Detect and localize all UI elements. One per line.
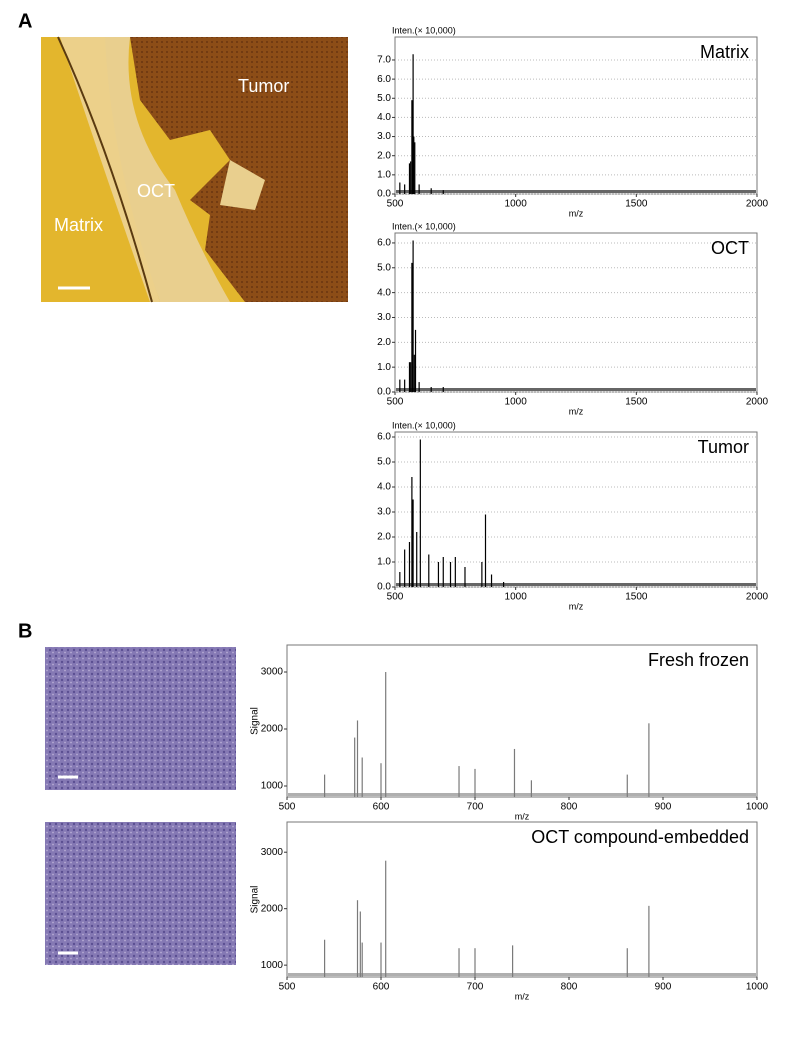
x-tick-label: 1000 bbox=[746, 802, 769, 813]
annotation: Matrix bbox=[700, 42, 749, 62]
x-tick-label: 1000 bbox=[505, 397, 528, 408]
y-tick-label: 3000 bbox=[261, 847, 284, 858]
x-tick-label: 1500 bbox=[625, 592, 648, 603]
y-tick-label: 3000 bbox=[261, 667, 284, 678]
y-axis-label: Inten.(× 10,000) bbox=[392, 221, 456, 231]
y-tick-label: 6.0 bbox=[377, 74, 391, 85]
y-tick-label: 5.0 bbox=[377, 262, 391, 273]
x-tick-label: 900 bbox=[655, 982, 672, 993]
x-tick-label: 1000 bbox=[505, 592, 528, 603]
image-label: Tumor bbox=[238, 76, 289, 96]
y-tick-label: 6.0 bbox=[377, 432, 391, 443]
x-tick-label: 800 bbox=[561, 802, 578, 813]
y-tick-label: 4.0 bbox=[377, 482, 391, 493]
y-tick-label: 2.0 bbox=[377, 150, 391, 161]
panel-label: B bbox=[18, 620, 32, 642]
x-tick-label: 500 bbox=[279, 982, 296, 993]
y-tick-label: 4.0 bbox=[377, 287, 391, 298]
y-tick-label: 6.0 bbox=[377, 238, 391, 249]
x-tick-label: 500 bbox=[387, 397, 404, 408]
x-tick-label: 700 bbox=[467, 802, 484, 813]
plot-frame bbox=[394, 36, 758, 195]
annotation: OCT bbox=[711, 238, 749, 258]
baseline-noise bbox=[396, 583, 756, 586]
plot-frame bbox=[286, 644, 758, 798]
y-axis-label: Inten.(× 10,000) bbox=[392, 420, 456, 430]
x-axis-label: m/z bbox=[569, 208, 584, 218]
x-tick-label: 900 bbox=[655, 802, 672, 813]
y-tick-label: 7.0 bbox=[377, 55, 391, 66]
y-tick-label: 1000 bbox=[261, 960, 284, 971]
y-axis-label: Signal bbox=[250, 707, 261, 735]
x-tick-label: 500 bbox=[279, 802, 296, 813]
annotation: Tumor bbox=[698, 437, 749, 457]
image-label: OCT bbox=[137, 181, 175, 201]
y-axis-label: Inten.(× 10,000) bbox=[392, 25, 456, 35]
x-tick-label: 1000 bbox=[746, 982, 769, 993]
x-tick-label: 700 bbox=[467, 982, 484, 993]
y-tick-label: 5.0 bbox=[377, 93, 391, 104]
micrograph bbox=[45, 647, 236, 790]
x-tick-label: 1000 bbox=[505, 199, 528, 210]
x-axis-label: m/z bbox=[569, 601, 584, 611]
y-tick-label: 2.0 bbox=[377, 337, 391, 348]
baseline-noise bbox=[396, 190, 756, 193]
x-tick-label: 600 bbox=[373, 982, 390, 993]
x-axis-label: m/z bbox=[515, 991, 530, 1001]
x-tick-label: 500 bbox=[387, 199, 404, 210]
y-tick-label: 2000 bbox=[261, 724, 284, 735]
x-tick-label: 2000 bbox=[746, 592, 769, 603]
annotation: Fresh frozen bbox=[648, 650, 749, 670]
x-tick-label: 1500 bbox=[625, 199, 648, 210]
annotation: OCT compound-embedded bbox=[531, 827, 749, 847]
y-tick-label: 0.0 bbox=[377, 189, 391, 200]
y-tick-label: 4.0 bbox=[377, 112, 391, 123]
x-tick-label: 2000 bbox=[746, 199, 769, 210]
y-tick-label: 1.0 bbox=[377, 362, 391, 373]
panel-label: A bbox=[18, 10, 32, 32]
x-axis-label: m/z bbox=[515, 811, 530, 821]
y-tick-label: 3.0 bbox=[377, 507, 391, 518]
micrograph bbox=[45, 822, 236, 965]
x-axis-label: m/z bbox=[569, 406, 584, 416]
y-tick-label: 1.0 bbox=[377, 169, 391, 180]
x-tick-label: 1500 bbox=[625, 397, 648, 408]
baseline-noise bbox=[396, 388, 756, 391]
y-tick-label: 1.0 bbox=[377, 557, 391, 568]
y-tick-label: 2000 bbox=[261, 903, 284, 914]
y-tick-label: 5.0 bbox=[377, 457, 391, 468]
plot-frame bbox=[394, 232, 758, 393]
y-axis-label: Signal bbox=[250, 886, 261, 914]
baseline-noise bbox=[288, 793, 756, 796]
y-tick-label: 2.0 bbox=[377, 532, 391, 543]
y-tick-label: 3.0 bbox=[377, 131, 391, 142]
y-tick-label: 0.0 bbox=[377, 582, 391, 593]
x-tick-label: 800 bbox=[561, 982, 578, 993]
x-tick-label: 500 bbox=[387, 592, 404, 603]
y-tick-label: 0.0 bbox=[377, 387, 391, 398]
image-label: Matrix bbox=[54, 215, 103, 235]
x-tick-label: 2000 bbox=[746, 397, 769, 408]
y-tick-label: 1000 bbox=[261, 781, 284, 792]
x-tick-label: 600 bbox=[373, 802, 390, 813]
plot-frame bbox=[286, 821, 758, 978]
micrograph: Tumor OCT Matrix bbox=[41, 36, 348, 303]
baseline-noise bbox=[288, 973, 756, 976]
y-tick-label: 3.0 bbox=[377, 312, 391, 323]
